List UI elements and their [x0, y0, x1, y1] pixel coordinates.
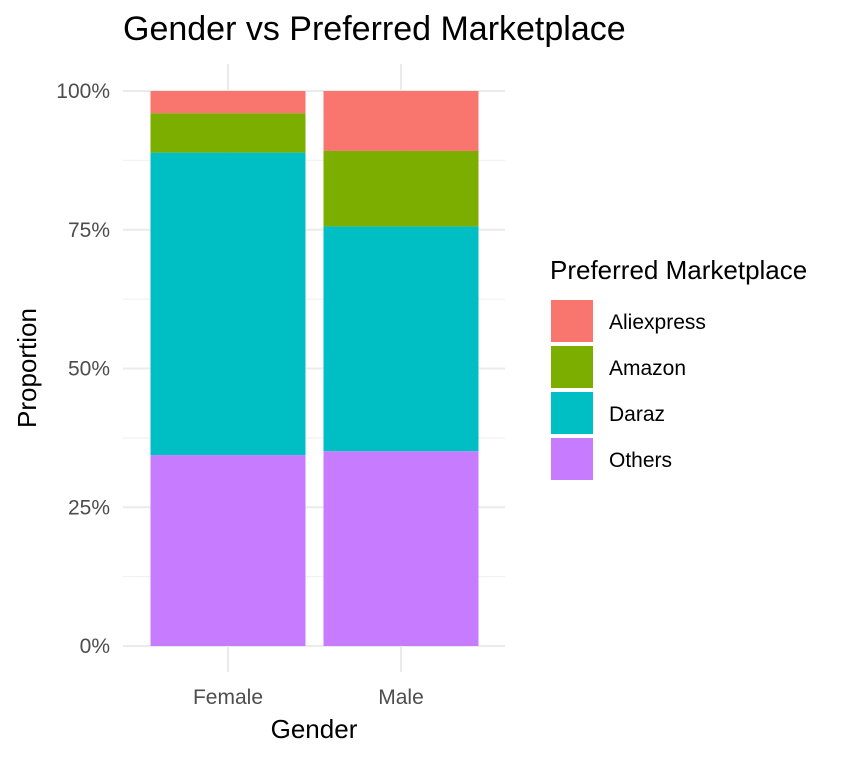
x-tick-label-female: Female — [193, 686, 263, 709]
legend-swatch-daraz — [551, 392, 593, 434]
legend-label-aliexpress: Aliexpress — [609, 311, 706, 334]
bar-female-daraz — [150, 152, 306, 456]
bar-male-others — [323, 451, 479, 646]
y-tick-label: 50% — [68, 358, 110, 381]
bars — [150, 91, 479, 646]
y-tick-label: 0% — [80, 635, 110, 658]
legend-title: Preferred Marketplace — [550, 255, 807, 285]
y-axis-title: Proportion — [12, 308, 42, 428]
chart-title: Gender vs Preferred Marketplace — [123, 10, 626, 48]
legend-swatch-aliexpress — [551, 300, 593, 342]
legend-swatch-amazon — [551, 346, 593, 388]
x-axis-title: Gender — [271, 714, 358, 744]
y-tick-label: 100% — [56, 80, 110, 103]
x-tick-label-male: Male — [378, 686, 424, 709]
legend-label-others: Others — [609, 449, 672, 472]
legend-label-amazon: Amazon — [609, 357, 686, 380]
y-tick-label: 25% — [68, 496, 110, 519]
bar-female-others — [150, 455, 306, 646]
y-axis: 0% 25% 50% 75% 100% — [56, 80, 110, 658]
x-axis: Female Male — [193, 686, 424, 709]
legend-label-daraz: Daraz — [609, 403, 665, 426]
bar-female-aliexpress — [150, 91, 306, 114]
legend-swatch-others — [551, 438, 593, 480]
bar-male-daraz — [323, 226, 479, 452]
bar-male-amazon — [323, 150, 479, 227]
y-tick-label: 75% — [68, 219, 110, 242]
bar-male-aliexpress — [323, 91, 479, 151]
bar-female-amazon — [150, 113, 306, 153]
legend: Preferred Marketplace Aliexpress Amazon Da… — [550, 255, 807, 480]
